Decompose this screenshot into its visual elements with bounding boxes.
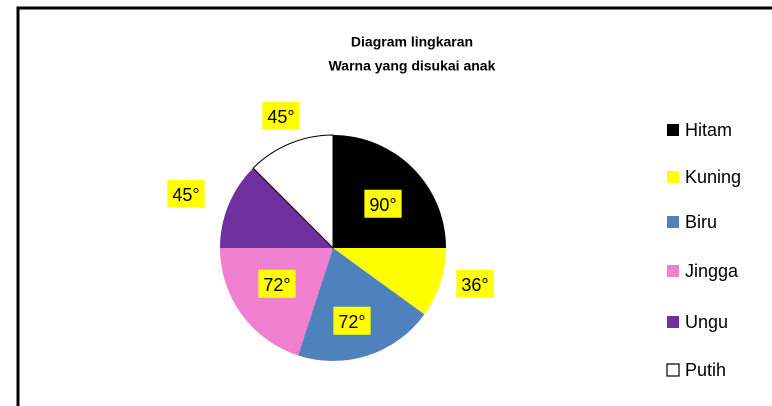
- data-label: 72°: [263, 275, 290, 295]
- data-label: 90°: [369, 195, 396, 215]
- legend-swatch: [667, 265, 679, 277]
- data-label-bg: [364, 189, 402, 218]
- legend-swatch: [667, 216, 679, 228]
- pie-slice: [298, 248, 425, 361]
- data-label-bg: [262, 101, 300, 130]
- legend-swatch: [667, 316, 679, 328]
- pie-slice: [252, 134, 334, 250]
- legend-label: Biru: [685, 212, 717, 232]
- legend-label: Jingga: [685, 261, 739, 281]
- legend-label: Putih: [685, 360, 726, 380]
- legend-swatch: [667, 124, 679, 136]
- data-label-bg: [333, 306, 371, 335]
- data-label: 45°: [267, 107, 294, 127]
- data-label-bg: [258, 269, 296, 298]
- chart-subtitle: Warna yang disukai anak: [329, 58, 496, 74]
- legend-label: Hitam: [685, 120, 732, 140]
- data-label: 45°: [172, 185, 199, 205]
- chart-title: Diagram lingkaran: [351, 34, 473, 50]
- legend-label: Ungu: [685, 312, 728, 332]
- data-label-bg: [167, 179, 205, 208]
- legend-swatch: [667, 171, 679, 183]
- legend-swatch: [666, 363, 680, 377]
- data-label: 36°: [461, 275, 488, 295]
- pie-slice: [333, 248, 446, 315]
- data-label-bg: [456, 269, 494, 298]
- pie-slice: [220, 248, 333, 356]
- legend-label: Kuning: [685, 167, 741, 187]
- data-label: 72°: [338, 312, 365, 332]
- pie-slice: [220, 168, 333, 248]
